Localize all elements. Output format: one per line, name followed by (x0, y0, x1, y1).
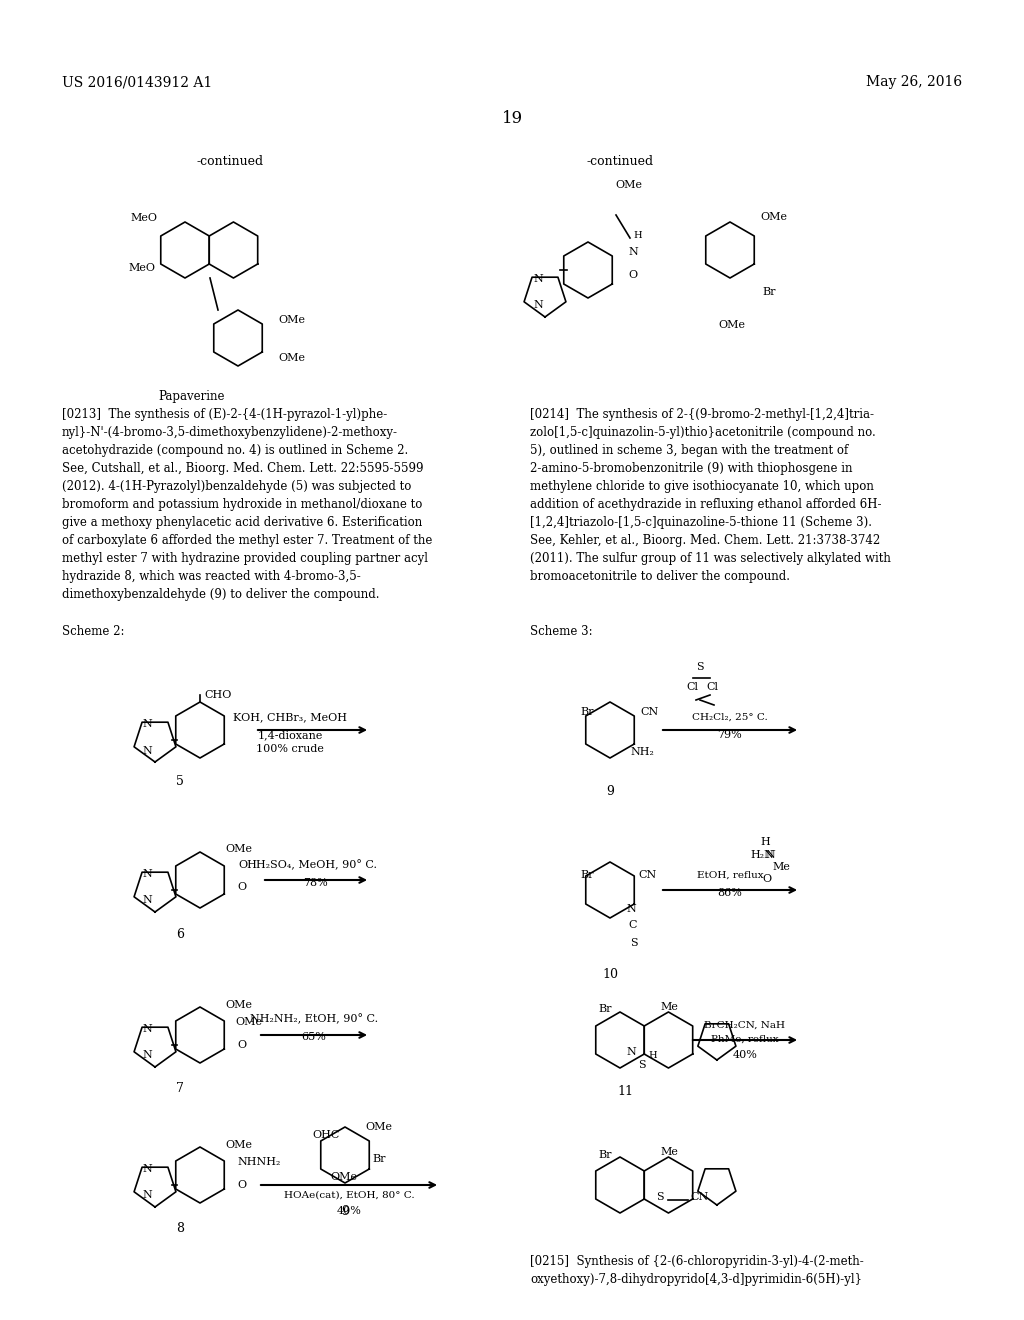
Text: Cl: Cl (706, 682, 718, 692)
Text: N: N (142, 869, 152, 879)
Text: O: O (237, 1040, 246, 1049)
Text: N: N (142, 1024, 152, 1034)
Text: O: O (237, 882, 246, 892)
Text: 86%: 86% (718, 888, 742, 898)
Text: Br: Br (598, 1005, 611, 1014)
Text: NH₂NH₂, EtOH, 90° C.: NH₂NH₂, EtOH, 90° C. (250, 1014, 378, 1024)
Text: C: C (628, 920, 637, 931)
Text: Br: Br (580, 870, 594, 880)
Text: OMe: OMe (330, 1172, 357, 1181)
Text: -continued: -continued (197, 154, 263, 168)
Text: N: N (142, 719, 152, 729)
Text: BrCH₂CN, NaH: BrCH₂CN, NaH (705, 1020, 785, 1030)
Text: H: H (648, 1051, 656, 1060)
Text: Scheme 3:: Scheme 3: (530, 624, 593, 638)
Text: 65%: 65% (301, 1032, 327, 1041)
Text: 40%: 40% (337, 1206, 361, 1216)
Text: OMe: OMe (278, 352, 305, 363)
Text: S: S (696, 663, 703, 672)
Text: 100% crude: 100% crude (256, 744, 324, 754)
Text: N: N (534, 300, 543, 310)
Text: PhMe, reflux: PhMe, reflux (712, 1035, 779, 1044)
Text: 19: 19 (502, 110, 522, 127)
Text: [0213]  The synthesis of (E)-2-{4-(1H-pyrazol-1-yl)phe-
nyl}-N'-(4-bromo-3,5-dim: [0213] The synthesis of (E)-2-{4-(1H-pyr… (62, 408, 432, 601)
Text: 6: 6 (176, 928, 184, 941)
Text: CH₂Cl₂, 25° C.: CH₂Cl₂, 25° C. (692, 713, 768, 722)
Text: 7: 7 (176, 1082, 184, 1096)
Text: O: O (237, 1180, 246, 1191)
Text: NHNH₂: NHNH₂ (237, 1158, 281, 1167)
Text: Br: Br (372, 1154, 385, 1164)
Text: HOAe(cat), EtOH, 80° C.: HOAe(cat), EtOH, 80° C. (284, 1191, 415, 1200)
Text: OMe: OMe (225, 843, 252, 854)
Text: 79%: 79% (718, 730, 742, 741)
Text: Scheme 2:: Scheme 2: (62, 624, 125, 638)
Text: 8: 8 (176, 1222, 184, 1236)
Text: [0215]  Synthesis of {2-(6-chloropyridin-3-yl)-4-(2-meth-
oxyethoxy)-7,8-dihydro: [0215] Synthesis of {2-(6-chloropyridin-… (530, 1255, 864, 1286)
Text: H₂SO₄, MeOH, 90° C.: H₂SO₄, MeOH, 90° C. (256, 859, 377, 870)
Text: N: N (626, 904, 636, 913)
Text: CN: CN (640, 708, 658, 717)
Text: OMe: OMe (225, 1140, 252, 1150)
Text: 9: 9 (341, 1205, 349, 1218)
Text: OMe: OMe (760, 213, 787, 222)
Text: 78%: 78% (304, 878, 329, 888)
Text: CN: CN (690, 1192, 709, 1203)
Text: CN: CN (638, 870, 656, 880)
Text: Br: Br (762, 286, 775, 297)
Text: N: N (765, 850, 775, 861)
Text: NH₂: NH₂ (630, 747, 654, 756)
Text: 5: 5 (176, 775, 184, 788)
Text: OMe: OMe (615, 180, 642, 190)
Text: 40%: 40% (732, 1049, 758, 1060)
Text: US 2016/0143912 A1: US 2016/0143912 A1 (62, 75, 212, 88)
Text: 9: 9 (606, 785, 614, 799)
Text: N: N (142, 1191, 152, 1200)
Text: Br: Br (598, 1150, 611, 1160)
Text: MeO: MeO (130, 213, 157, 223)
Text: N: N (628, 247, 638, 257)
Text: N: N (142, 1164, 152, 1173)
Text: 10: 10 (602, 968, 618, 981)
Text: H: H (633, 231, 642, 240)
Text: May 26, 2016: May 26, 2016 (866, 75, 962, 88)
Text: N: N (534, 275, 543, 284)
Text: MeO: MeO (128, 263, 155, 273)
Text: H: H (760, 837, 770, 847)
Text: Br: Br (580, 708, 594, 717)
Text: N: N (626, 1047, 636, 1057)
Text: -continued: -continued (587, 154, 653, 168)
Text: S: S (630, 939, 638, 948)
Text: KOH, CHBr₃, MeOH: KOH, CHBr₃, MeOH (233, 711, 347, 722)
Text: O: O (628, 271, 637, 280)
Text: O: O (762, 874, 771, 884)
Text: Me: Me (660, 1147, 678, 1158)
Text: N: N (142, 746, 152, 756)
Text: Me: Me (660, 1002, 678, 1012)
Text: H₂N: H₂N (750, 850, 774, 861)
Text: OMe: OMe (365, 1122, 392, 1133)
Text: OHC: OHC (312, 1130, 339, 1140)
Text: Me: Me (772, 862, 790, 873)
Text: S: S (656, 1192, 664, 1203)
Text: [0214]  The synthesis of 2-{(9-bromo-2-methyl-[1,2,4]tria-
zolo[1,5-c]quinazolin: [0214] The synthesis of 2-{(9-bromo-2-me… (530, 408, 891, 583)
Text: OH: OH (238, 861, 257, 870)
Text: CHO: CHO (204, 690, 231, 700)
Text: OMe: OMe (234, 1016, 262, 1027)
Text: OMe: OMe (278, 315, 305, 325)
Text: OMe: OMe (718, 319, 745, 330)
Text: N: N (142, 895, 152, 906)
Text: Cl: Cl (686, 682, 698, 692)
Text: 1,4-dioxane: 1,4-dioxane (257, 730, 323, 741)
Text: Papaverine: Papaverine (159, 389, 225, 403)
Text: EtOH, reflux: EtOH, reflux (696, 871, 763, 880)
Text: N: N (142, 1049, 152, 1060)
Text: OMe: OMe (225, 1001, 252, 1010)
Text: S: S (638, 1060, 645, 1071)
Text: 11: 11 (617, 1085, 633, 1098)
